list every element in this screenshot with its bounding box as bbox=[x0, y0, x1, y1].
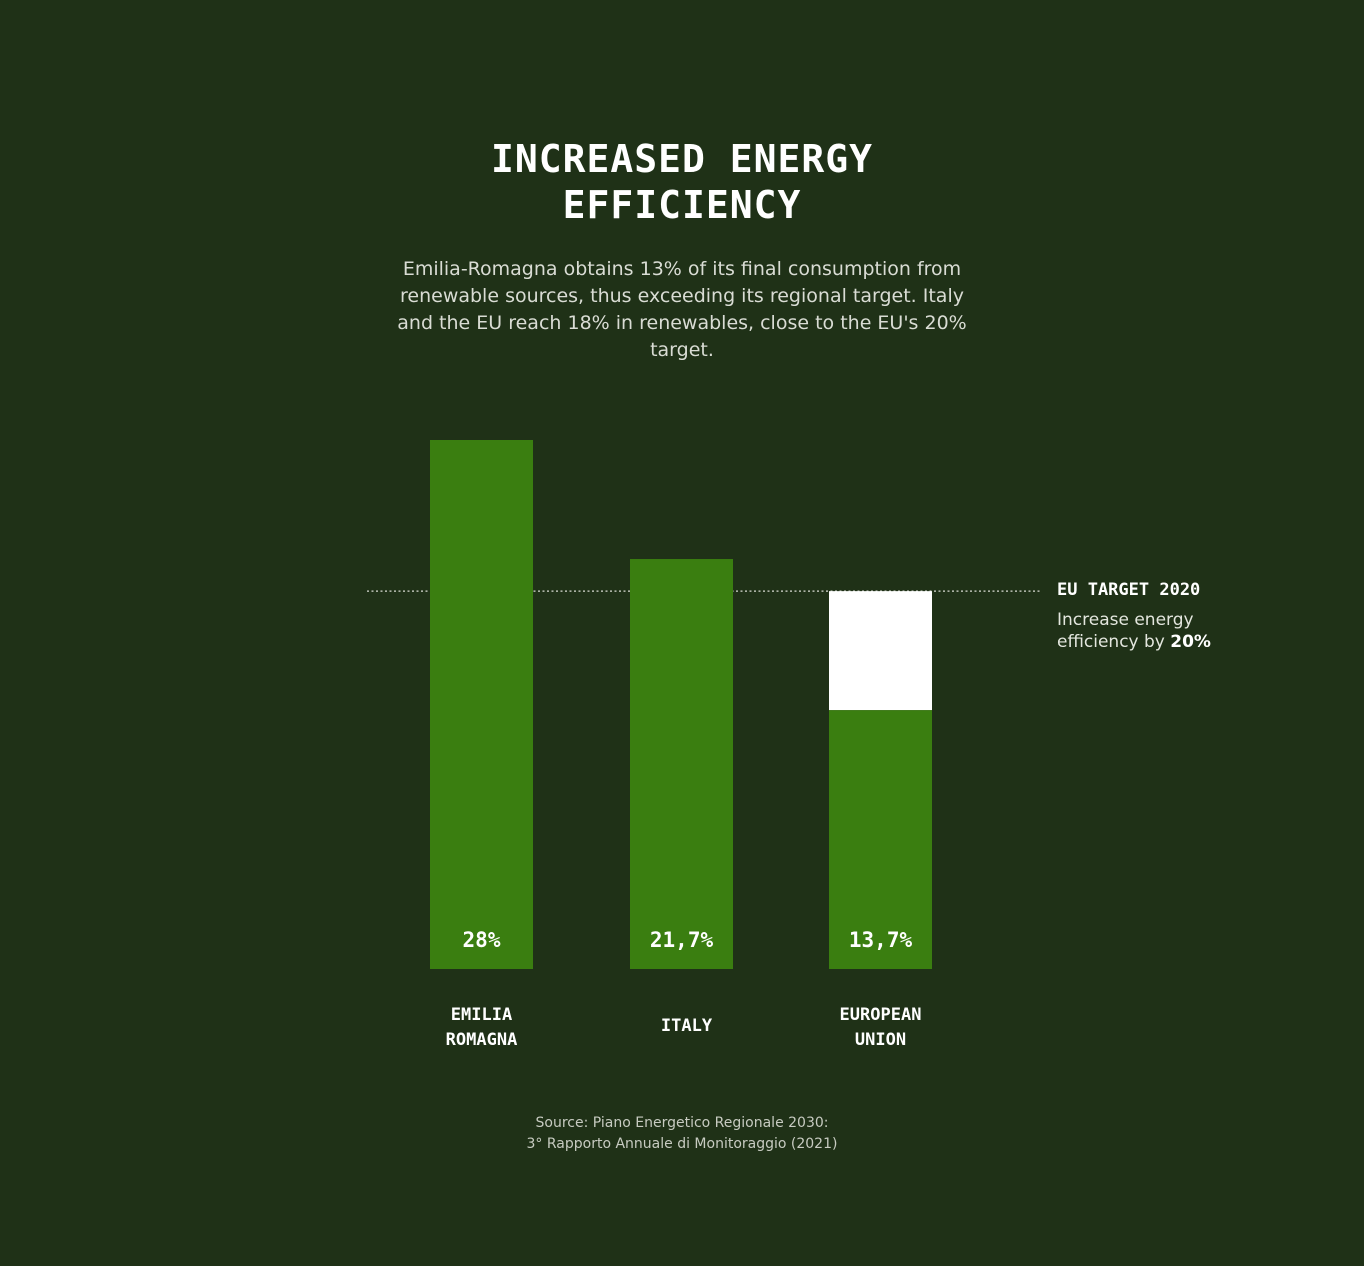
category-label-2: EUROPEAN UNION bbox=[840, 1005, 922, 1050]
source-line-1: Source: Piano Energetico Regionale 2030: bbox=[535, 1115, 829, 1131]
value-label-0: 28% bbox=[463, 928, 501, 952]
bar-0 bbox=[430, 440, 533, 969]
chart-title: INCREASED ENERGY EFFICIENCY bbox=[382, 136, 982, 228]
value-label-2: 13,7% bbox=[849, 928, 913, 952]
title-line-1: INCREASED ENERGY bbox=[490, 137, 874, 181]
source-note: Source: Piano Energetico Regionale 2030:… bbox=[432, 1113, 932, 1155]
category-label-1: ITALY bbox=[661, 1016, 713, 1036]
category-label-0: EMILIA ROMAGNA bbox=[446, 1005, 518, 1050]
source-line-2: 3° Rapporto Annuale di Monitoraggio (202… bbox=[526, 1136, 838, 1152]
value-label-1: 21,7% bbox=[650, 928, 714, 952]
title-line-2: EFFICIENCY bbox=[562, 183, 802, 227]
target-desc-text: Increase energy efficiency by bbox=[1057, 610, 1194, 652]
target-annotation-desc: Increase energy efficiency by 20% bbox=[1057, 609, 1257, 653]
bar-2 bbox=[829, 710, 932, 969]
chart-subtitle: Emilia-Romagna obtains 13% of its final … bbox=[397, 258, 967, 361]
target-annotation-title: EU TARGET 2020 bbox=[1057, 580, 1201, 600]
target-desc-value: 20% bbox=[1170, 632, 1211, 652]
bar-1 bbox=[630, 559, 733, 969]
target-gap-2 bbox=[829, 591, 932, 711]
